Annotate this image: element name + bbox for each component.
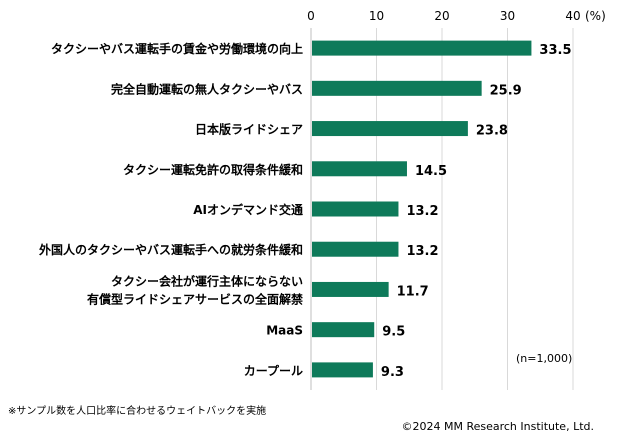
x-tick-label: 40	[565, 9, 580, 23]
bar	[312, 322, 375, 338]
value-label: 33.5	[539, 43, 571, 58]
bar	[312, 362, 373, 378]
category-label: 有償型ライドシェアサービスの全面解禁	[87, 291, 303, 306]
value-label: 9.5	[382, 325, 405, 340]
category-label: タクシー会社が運行主体にならない	[111, 273, 303, 288]
x-axis-unit: (%)	[585, 9, 606, 23]
value-label: 13.2	[406, 204, 438, 219]
x-tick-label: 20	[434, 9, 449, 23]
x-tick-label: 0	[307, 9, 315, 23]
category-label: 外国人のタクシーやバス運転手への就労条件緩和	[39, 242, 303, 257]
category-label: AIオンデマンド交通	[193, 202, 303, 217]
category-label: 日本版ライドシェア	[195, 122, 303, 137]
bar	[312, 241, 399, 257]
value-label: 23.8	[476, 124, 508, 139]
value-label: 11.7	[397, 284, 429, 299]
value-label: 9.3	[381, 365, 404, 380]
category-label: タクシーやバス運転手の賃金や労働環境の向上	[51, 41, 303, 56]
value-label: 25.9	[490, 83, 522, 98]
category-label: 完全自動運転の無人タクシーやバス	[111, 81, 303, 96]
bar	[312, 201, 399, 217]
value-label: 14.5	[415, 164, 447, 179]
x-tick-label: 30	[500, 9, 515, 23]
x-tick-label: 10	[369, 9, 384, 23]
category-label: MaaS	[266, 324, 303, 338]
bar	[312, 40, 532, 56]
bar	[312, 80, 482, 96]
sample-size-label: (n=1,000)	[516, 352, 573, 365]
category-label: カープール	[244, 363, 303, 378]
category-label: タクシー運転免許の取得条件緩和	[123, 162, 303, 177]
bar	[312, 121, 468, 137]
bar	[312, 281, 389, 297]
weighting-footnote: ※サンプル数を人口比率に合わせるウェイトバックを実施	[8, 406, 267, 417]
copyright-notice: ©2024 MM Research Institute, Ltd.	[401, 420, 594, 433]
bar	[312, 161, 407, 177]
value-label: 13.2	[406, 244, 438, 259]
